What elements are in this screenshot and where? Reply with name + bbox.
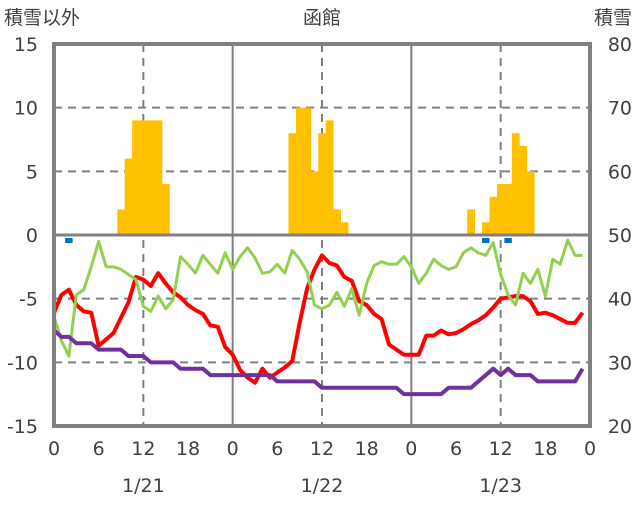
bar [496, 184, 505, 235]
bar [124, 158, 133, 235]
y-tick-left: 5 [26, 161, 38, 183]
bar [310, 171, 319, 235]
bar [467, 209, 476, 235]
bar [154, 120, 163, 235]
plot-frame [52, 42, 592, 428]
bar [318, 133, 327, 235]
x-tick: 18 [533, 438, 557, 460]
bar [519, 145, 528, 235]
bar [295, 107, 304, 235]
y-tick-right: 80 [608, 34, 632, 56]
marker [65, 238, 73, 243]
chart-title: 函館 [303, 7, 341, 29]
date-label: 1/21 [122, 475, 165, 497]
date-label: 1/22 [301, 475, 344, 497]
bar [132, 120, 141, 235]
y-tick-left: 0 [26, 225, 38, 247]
bar [482, 222, 490, 235]
bar [139, 120, 148, 235]
y-tick-right: 60 [608, 161, 632, 183]
left-axis-label: 積雪以外 [4, 7, 80, 29]
series-line-purple [52, 328, 585, 397]
series-line-green [52, 238, 583, 358]
y-tick-left: 15 [14, 34, 38, 56]
x-tick: 6 [271, 438, 283, 460]
bar [288, 133, 297, 235]
bar [161, 184, 170, 235]
bar [489, 196, 498, 235]
y-tick-right: 40 [608, 289, 632, 311]
y-tick-right: 70 [608, 98, 632, 120]
y-tick-right: 30 [608, 352, 632, 374]
x-tick: 0 [584, 438, 596, 460]
x-tick: 0 [227, 438, 239, 460]
x-tick: 12 [310, 438, 334, 460]
x-tick: 18 [176, 438, 200, 460]
x-tick: 6 [93, 438, 105, 460]
marker [482, 238, 490, 243]
date-label: 1/23 [479, 475, 522, 497]
bar [511, 133, 520, 235]
bar [333, 209, 342, 235]
y-tick-left: -5 [19, 289, 38, 311]
y-tick-left: 10 [14, 98, 38, 120]
marker [504, 238, 512, 243]
x-tick: 18 [355, 438, 379, 460]
x-tick: 0 [48, 438, 60, 460]
lines [52, 238, 585, 397]
x-tick: 0 [405, 438, 417, 460]
y-tick-left: -10 [7, 352, 38, 374]
y-tick-left: -15 [7, 416, 38, 438]
markers [65, 238, 512, 243]
series-line-red [52, 253, 585, 385]
bar [147, 120, 155, 235]
bar [303, 107, 312, 235]
x-tick: 12 [489, 438, 513, 460]
bars [54, 107, 590, 237]
x-tick: 6 [450, 438, 462, 460]
right-axis-label: 積雪 [594, 7, 632, 29]
y-tick-right: 50 [608, 225, 632, 247]
bar [325, 120, 334, 235]
bar [117, 209, 126, 235]
bar [504, 184, 513, 235]
bar [340, 222, 349, 235]
bar [526, 171, 535, 235]
x-tick: 12 [131, 438, 155, 460]
y-tick-right: 20 [608, 416, 632, 438]
